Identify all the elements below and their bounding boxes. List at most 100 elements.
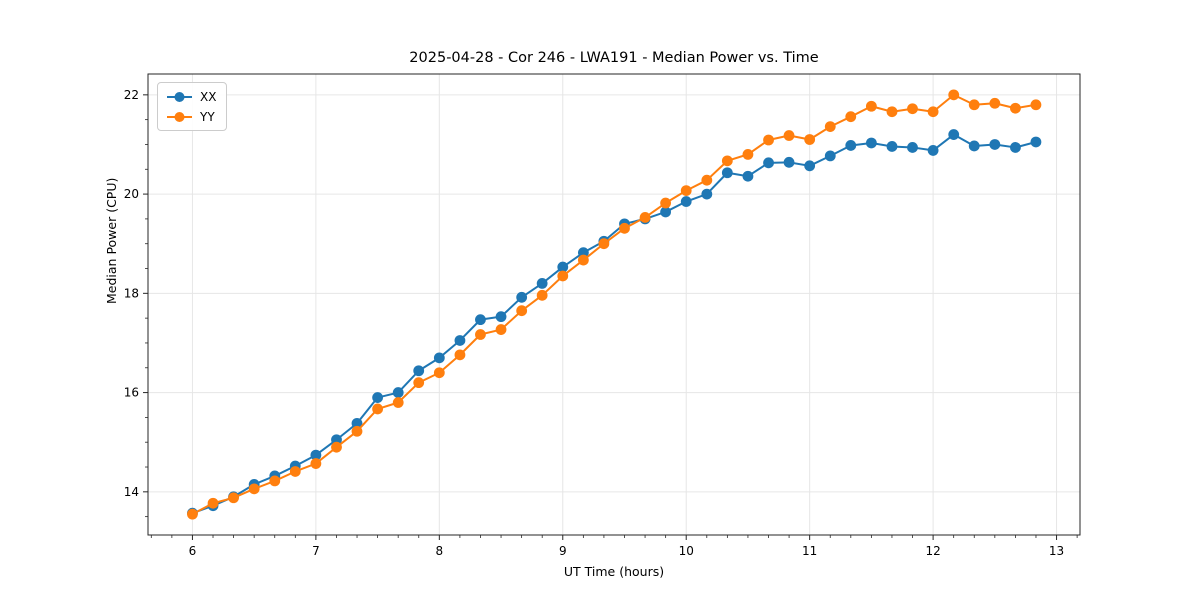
data-point-yy — [454, 349, 466, 361]
data-point-xx — [310, 449, 322, 461]
data-point-xx — [660, 206, 671, 218]
data-point-yy — [228, 492, 239, 504]
data-point-yy — [269, 475, 281, 487]
data-point-xx — [495, 311, 507, 323]
data-point-yy — [433, 367, 445, 379]
data-point-yy — [639, 212, 651, 223]
data-point-yy — [1030, 99, 1042, 111]
data-point-xx — [331, 434, 342, 446]
data-point-yy — [886, 106, 898, 118]
data-point-xx — [1010, 142, 1021, 153]
x-tick-label: 9 — [559, 544, 567, 558]
data-point-xx — [968, 140, 980, 152]
data-point-yy — [968, 99, 980, 111]
data-point-yy — [742, 148, 754, 160]
data-point-yy — [248, 483, 260, 495]
data-point-xx — [413, 365, 425, 377]
data-point-xx — [372, 392, 384, 403]
data-point-yy — [845, 111, 857, 123]
data-point-yy — [948, 89, 960, 101]
plot-border — [147, 73, 1081, 536]
x-tick-label: 13 — [1049, 544, 1064, 558]
data-point-yy — [763, 134, 774, 146]
x-tick-label: 7 — [312, 544, 320, 558]
data-point-yy — [310, 458, 322, 469]
data-point-yy — [577, 254, 589, 266]
data-point-yy — [907, 103, 918, 115]
data-point-xx — [804, 160, 816, 172]
data-point-xx — [783, 156, 795, 168]
y-tick-label: 16 — [124, 386, 139, 400]
x-tick-label: 10 — [679, 544, 694, 558]
legend-line-marker-icon — [167, 111, 192, 122]
data-point-yy — [392, 397, 404, 408]
data-point-xx — [454, 335, 466, 346]
data-point-yy — [413, 377, 425, 389]
data-point-xx — [824, 150, 836, 162]
data-point-xx — [680, 196, 692, 207]
data-point-yy — [619, 222, 630, 234]
data-point-yy — [495, 324, 507, 335]
data-point-xx — [865, 137, 877, 149]
data-point-xx — [989, 139, 1001, 150]
legend: XX YY — [157, 82, 228, 131]
data-point-yy — [1010, 102, 1021, 114]
data-point-yy — [598, 238, 610, 250]
chart-title: 2025-04-28 - Cor 246 - LWA191 - Median P… — [409, 50, 819, 66]
legend-item-xx: XX — [166, 88, 216, 105]
x-tick-label: 6 — [189, 544, 197, 558]
data-point-yy — [680, 185, 692, 197]
data-point-xx — [392, 387, 404, 398]
data-point-yy — [824, 121, 836, 133]
data-point-xx — [907, 142, 918, 153]
data-point-xx — [433, 352, 445, 364]
y-tick-label: 20 — [124, 187, 139, 201]
data-point-xx — [536, 278, 548, 289]
data-point-yy — [475, 329, 486, 340]
data-point-yy — [721, 155, 733, 167]
data-point-yy — [989, 97, 1001, 109]
data-point-xx — [1030, 136, 1042, 148]
legend-label: XX — [200, 89, 217, 104]
x-tick-label: 12 — [925, 544, 940, 558]
data-point-xx — [475, 314, 486, 326]
data-point-yy — [351, 425, 363, 437]
data-point-xx — [701, 188, 713, 200]
legend-line-marker-icon — [167, 91, 192, 102]
data-point-yy — [289, 466, 301, 477]
data-point-yy — [207, 497, 219, 509]
data-point-xx — [763, 157, 774, 169]
data-point-yy — [927, 106, 939, 118]
data-point-xx — [742, 170, 754, 182]
data-point-xx — [577, 247, 589, 259]
data-point-yy — [804, 134, 816, 145]
data-point-xx — [886, 141, 898, 152]
data-point-yy — [701, 174, 713, 186]
data-point-xx — [516, 291, 528, 303]
x-tick-label: 8 — [436, 544, 444, 558]
y-tick-label: 14 — [124, 485, 139, 499]
y-tick-label: 22 — [124, 88, 139, 102]
data-point-yy — [516, 305, 528, 317]
data-point-xx — [351, 417, 363, 429]
data-point-yy — [660, 197, 671, 209]
y-tick-label: 18 — [124, 286, 139, 300]
data-point-xx — [721, 167, 733, 179]
data-point-yy — [783, 130, 795, 141]
x-tick-label: 11 — [802, 544, 817, 558]
data-point-xx — [927, 145, 939, 156]
legend-item-yy: YY — [166, 108, 216, 125]
data-point-yy — [331, 441, 342, 453]
x-axis-label: UT Time (hours) — [563, 564, 665, 579]
data-point-yy — [536, 289, 548, 301]
data-point-yy — [865, 100, 877, 112]
data-point-xx — [845, 140, 857, 151]
data-point-xx — [948, 129, 960, 140]
data-point-xx — [557, 261, 569, 273]
data-point-yy — [557, 270, 569, 282]
legend-label: YY — [200, 109, 215, 124]
data-point-yy — [372, 403, 384, 415]
data-point-yy — [187, 508, 198, 520]
